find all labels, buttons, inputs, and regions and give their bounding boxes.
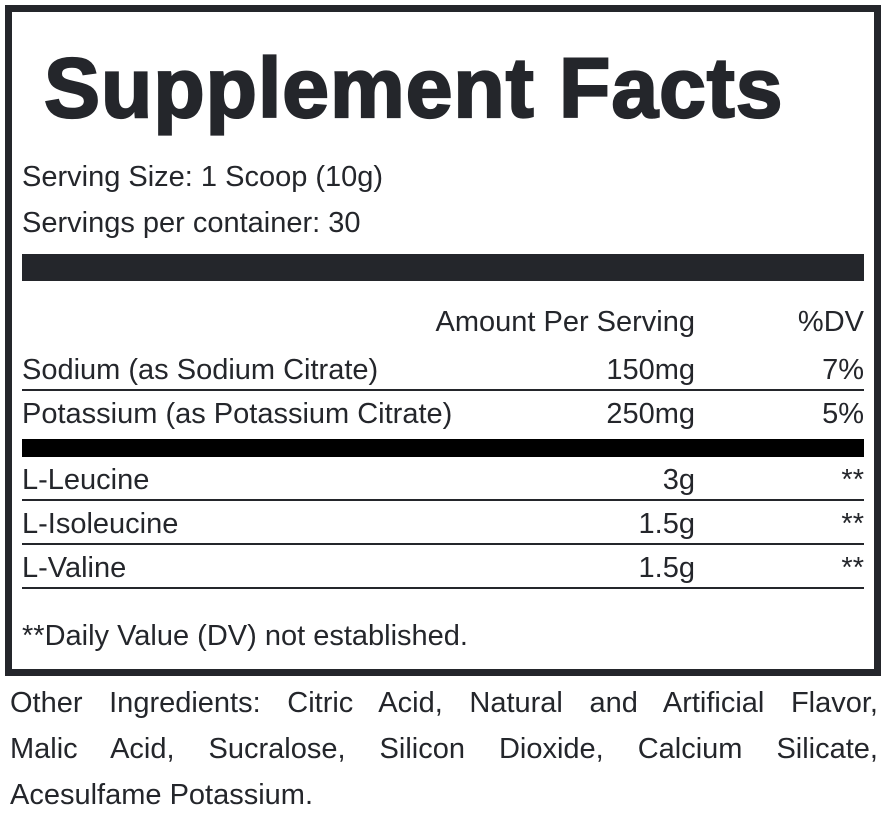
nutrient-row-l-leucine: L-Leucine 3g ** <box>22 457 864 501</box>
nutrient-dv: 5% <box>822 398 864 430</box>
thick-divider-middle <box>22 439 864 457</box>
nutrient-row-potassium: Potassium (as Potassium Citrate) 250mg 5… <box>22 391 864 433</box>
nutrient-dv: 7% <box>822 354 864 386</box>
column-header-dv: %DV <box>797 306 864 338</box>
nutrient-dv: ** <box>841 508 864 540</box>
other-ingredients-text: Other Ingredients: Citric Acid, Natural … <box>10 680 878 818</box>
nutrient-dv: ** <box>841 552 864 584</box>
nutrient-name: L-Leucine <box>22 464 150 496</box>
nutrient-amount: 1.5g <box>638 552 695 584</box>
facts-table: Amount Per Serving %DV Sodium (as Sodium… <box>22 281 864 589</box>
nutrient-name: Sodium (as Sodium Citrate) <box>22 354 379 386</box>
nutrient-name: L-Valine <box>22 552 127 584</box>
nutrient-row-l-isoleucine: L-Isoleucine 1.5g ** <box>22 501 864 545</box>
nutrient-amount: 1.5g <box>638 508 695 540</box>
footnote-text: **Daily Value (DV) not established. <box>22 620 468 652</box>
nutrient-name: Potassium (as Potassium Citrate) <box>22 398 453 430</box>
nutrient-amount: 3g <box>662 464 695 496</box>
supplement-panel: Supplement Facts Serving Size: 1 Scoop (… <box>5 5 881 676</box>
table-header-row: Amount Per Serving %DV <box>22 281 864 347</box>
column-header-amount: Amount Per Serving <box>435 306 695 338</box>
nutrient-dv: ** <box>841 464 864 496</box>
servings-per-container-text: Servings per container: 30 <box>22 207 361 239</box>
other-ingredients-line: Malic Acid, Sucralose, Silicon Dioxide, … <box>10 733 878 765</box>
nutrient-row-l-valine: L-Valine 1.5g ** <box>22 545 864 589</box>
supplement-title: Supplement Facts <box>43 41 784 135</box>
serving-size-text: Serving Size: 1 Scoop (10g) <box>22 161 384 193</box>
other-ingredients-line: Other Ingredients: Citric Acid, Natural … <box>10 687 878 719</box>
nutrient-amount: 250mg <box>606 398 695 430</box>
other-ingredients-line: Acesulfame Potassium. <box>10 779 314 811</box>
thick-divider-top <box>22 254 864 281</box>
nutrient-name: L-Isoleucine <box>22 508 179 540</box>
nutrient-row-sodium: Sodium (as Sodium Citrate) 150mg 7% <box>22 347 864 391</box>
nutrient-amount: 150mg <box>606 354 695 386</box>
